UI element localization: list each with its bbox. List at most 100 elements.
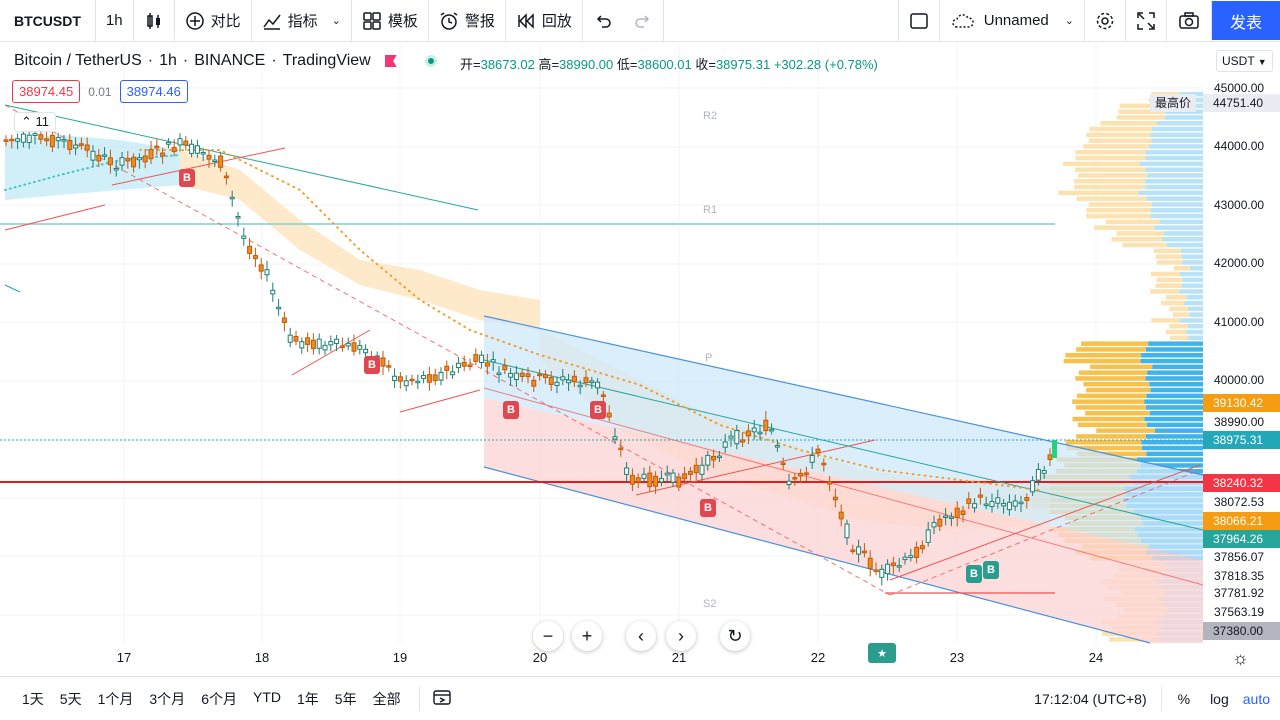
volume-profile-bar <box>1184 300 1203 306</box>
templates-button[interactable]: 模板 <box>352 0 429 41</box>
candle-body <box>1047 454 1053 461</box>
settings-button[interactable] <box>1085 0 1126 41</box>
candle-body <box>722 441 728 448</box>
volume-profile-bar <box>1141 445 1203 451</box>
volume-profile-bar <box>1189 312 1203 317</box>
chart-type-button[interactable] <box>134 0 175 41</box>
volume-profile-bar <box>1164 115 1203 120</box>
volume-profile-bar <box>1150 387 1203 393</box>
price-tick-label: 38072.53 <box>1214 495 1265 509</box>
candle-body <box>832 496 838 501</box>
volume-profile-bar <box>1145 347 1203 352</box>
layout-name-button[interactable]: Unnamed ⌄ <box>940 0 1085 41</box>
candle-body <box>38 134 44 140</box>
indicators-toggle[interactable]: ⌃ 11 <box>14 112 57 132</box>
range-button[interactable]: 5年 <box>334 690 357 707</box>
volume-profile-bar <box>1156 121 1203 126</box>
volume-profile-bar <box>1086 387 1151 393</box>
candle-body <box>740 439 746 443</box>
range-button[interactable]: 5天 <box>59 690 82 707</box>
price-chart[interactable]: R2 R1 P S1 S2 <box>0 43 1280 675</box>
price-tick-label: 44000.00 <box>1214 139 1265 153</box>
volume-profile-bar <box>1150 208 1203 213</box>
range-button[interactable]: 1天 <box>22 690 44 707</box>
legend-sep: · <box>271 52 277 69</box>
reset-chart-button[interactable]: ↻ <box>720 621 750 651</box>
snapshot-button[interactable] <box>1167 0 1212 41</box>
symbol-title[interactable]: Bitcoin / TetherUS <box>14 52 142 69</box>
fullscreen-layout-button[interactable] <box>897 0 940 41</box>
candle-body <box>873 569 879 572</box>
candle-body <box>896 565 902 568</box>
candle-body <box>629 474 635 485</box>
axis-settings-button[interactable]: ☼ <box>1232 648 1249 668</box>
interval-button[interactable]: 1h <box>96 0 134 41</box>
chart-canvas[interactable]: R2 R1 P S1 S2 B B B B B B B ★ − + ‹ › ↻ <box>0 43 1280 675</box>
candle-body <box>989 501 995 507</box>
undo-button[interactable] <box>583 0 623 41</box>
volume-profile-bar <box>1181 254 1203 259</box>
clock-timezone[interactable]: 17:12:04 (UTC+8) <box>1034 690 1147 707</box>
fullscreen-button[interactable] <box>1126 0 1167 41</box>
candle-body <box>15 138 21 142</box>
buy-marker: B <box>179 169 195 187</box>
zoom-out-button[interactable]: − <box>533 621 563 651</box>
currency-selector[interactable]: USDT ▼ <box>1216 50 1273 72</box>
log-scale-toggle[interactable]: log <box>1210 690 1229 707</box>
candle-body <box>902 556 908 561</box>
candle-body <box>554 381 560 386</box>
scroll-left-button[interactable]: ‹ <box>626 621 656 651</box>
sell-button[interactable]: 38974.45 <box>12 80 81 103</box>
candle-body <box>960 510 966 516</box>
volume-profile-bar <box>1145 167 1203 172</box>
symbol-search-button[interactable]: BTCUSDT <box>0 0 96 41</box>
market-status-icon[interactable] <box>424 55 437 67</box>
candle-body <box>931 522 937 528</box>
range-button[interactable]: 3个月 <box>149 690 186 707</box>
replay-button[interactable]: 回放 <box>506 0 583 41</box>
candle-body <box>415 380 421 384</box>
volume-profile-bar <box>1065 353 1142 358</box>
volume-profile-bar <box>1144 179 1203 184</box>
redo-button[interactable] <box>623 0 664 41</box>
volume-profile-bar <box>1155 254 1182 259</box>
buy-marker: B <box>503 401 519 419</box>
percent-scale-toggle[interactable]: % <box>1177 690 1191 707</box>
zoom-in-button[interactable]: + <box>572 621 602 651</box>
range-button[interactable]: 6个月 <box>201 690 237 707</box>
volume-profile-bar <box>1187 306 1203 312</box>
price-tag: 39130.42 <box>1203 394 1280 412</box>
candle-body <box>247 245 253 254</box>
range-button[interactable]: 全部 <box>372 690 401 707</box>
publish-button[interactable]: 发表 <box>1212 1 1280 40</box>
auto-scale-toggle[interactable]: auto <box>1242 690 1270 707</box>
dotted-baseline <box>139 149 1041 491</box>
candle-body <box>461 361 467 367</box>
indicators-button[interactable]: 指标 ⌄ <box>252 0 352 41</box>
candle-body <box>200 152 206 155</box>
time-tick-label: 22 <box>810 650 826 665</box>
ohlc-values: 开=38673.02 高=38990.00 低=38600.01 收=38975… <box>460 54 878 73</box>
volume-profile-bar <box>1149 382 1203 387</box>
candle-body <box>531 379 537 387</box>
compare-button[interactable]: 对比 <box>175 0 252 41</box>
range-button[interactable]: 1年 <box>296 690 319 707</box>
scroll-right-button[interactable]: › <box>666 621 696 651</box>
volume-profile-bar <box>1161 237 1203 242</box>
candle-body <box>276 306 282 310</box>
bottom-toolbar: 1天 5天 1个月 3个月 6个月 YTD 1年 5年 全部 17:12:04 (UTC+8) … <box>0 676 1280 720</box>
candle-body <box>107 157 113 166</box>
goto-date-button[interactable] <box>420 688 464 709</box>
range-button[interactable]: YTD <box>252 688 281 705</box>
buy-button[interactable]: 38974.46 <box>119 80 188 103</box>
alert-button[interactable]: 警报 <box>429 0 506 41</box>
candle-body <box>421 374 427 380</box>
candle-body <box>438 371 444 381</box>
volume-profile-bar <box>1151 202 1203 207</box>
candle-body <box>809 454 815 463</box>
candle-body <box>78 143 84 146</box>
candle-body <box>682 473 688 480</box>
range-button[interactable]: 1个月 <box>97 690 134 707</box>
indicators-label: 指标 <box>287 13 318 30</box>
flag-icon[interactable] <box>384 55 397 67</box>
